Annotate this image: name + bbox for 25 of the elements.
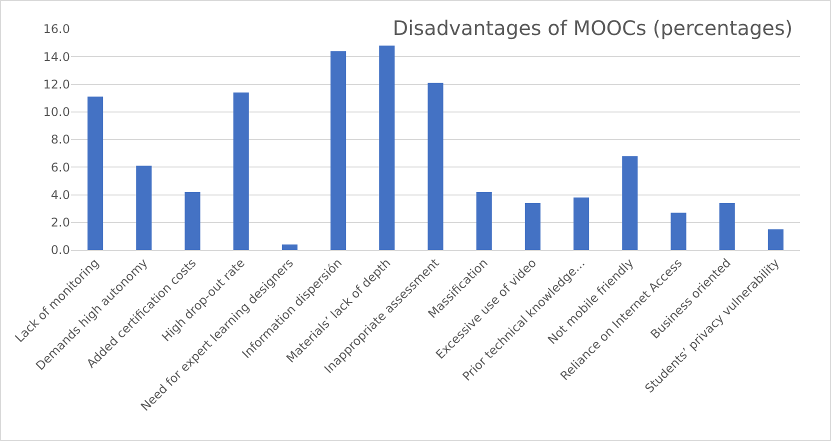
bar	[379, 46, 395, 250]
bar	[670, 212, 686, 250]
y-tick-label: 8.0	[50, 132, 70, 147]
bar	[524, 203, 540, 250]
bar	[428, 82, 444, 250]
y-tick-label: 10.0	[43, 105, 70, 120]
bar	[622, 156, 638, 250]
y-tick-label: 14.0	[43, 50, 70, 64]
bar	[282, 244, 298, 250]
bar	[233, 92, 249, 250]
y-tick-label: 16.0	[43, 22, 70, 36]
y-tick-label: 12.0	[43, 77, 70, 92]
y-tick-label: 6.0	[50, 160, 70, 174]
bar	[574, 198, 590, 250]
bar	[476, 192, 492, 250]
bar	[768, 229, 784, 250]
y-tick-label: 4.0	[50, 188, 70, 202]
y-tick-label: 0.0	[50, 243, 70, 258]
bar	[88, 96, 104, 250]
bar	[719, 203, 735, 250]
chart-title: Disadvantages of MOOCs (percentages)	[392, 16, 793, 40]
y-tick-label: 2.0	[50, 216, 70, 230]
bar	[330, 51, 346, 250]
bar	[184, 192, 200, 250]
bar	[136, 166, 152, 250]
